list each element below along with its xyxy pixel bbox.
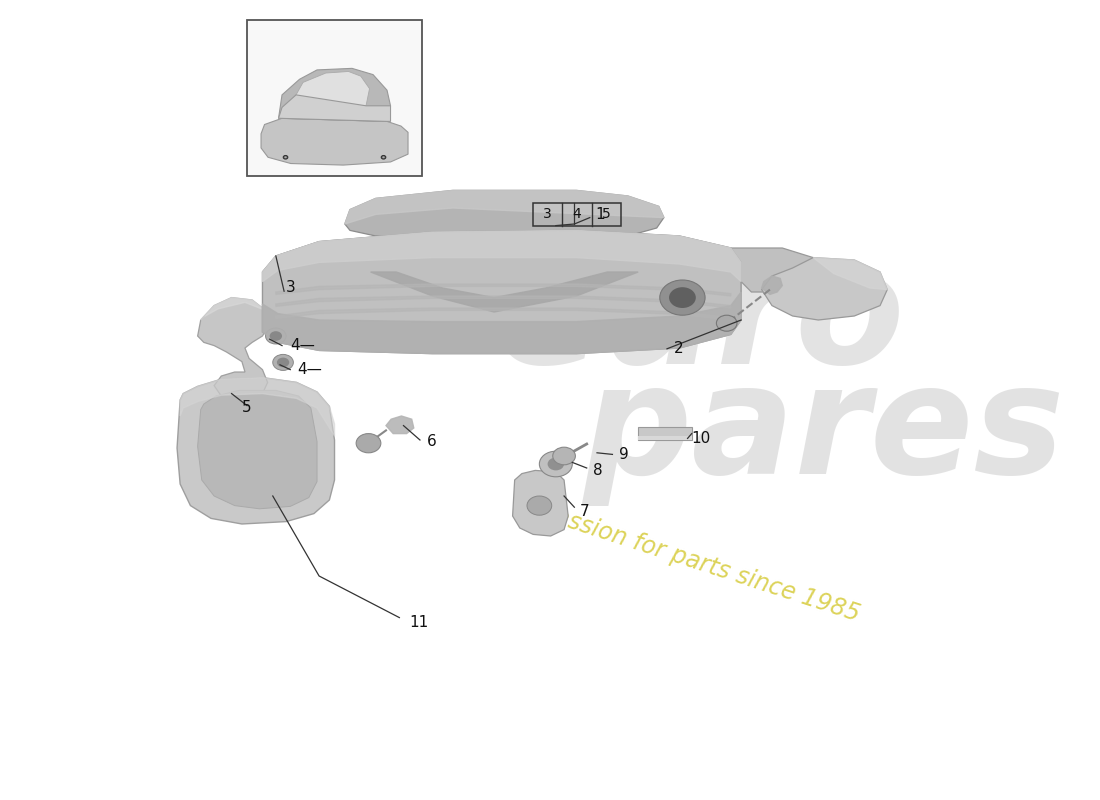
Circle shape: [383, 156, 385, 158]
Circle shape: [265, 328, 286, 344]
Polygon shape: [263, 292, 741, 354]
Circle shape: [270, 331, 282, 341]
Text: 5: 5: [602, 207, 610, 222]
Polygon shape: [263, 230, 741, 354]
Text: 3: 3: [286, 281, 296, 295]
Polygon shape: [386, 416, 414, 434]
Text: 1: 1: [595, 207, 605, 222]
Text: pares: pares: [582, 358, 1065, 506]
Circle shape: [548, 458, 564, 470]
Text: 6: 6: [427, 434, 437, 449]
Circle shape: [716, 315, 737, 331]
Circle shape: [527, 496, 552, 515]
Polygon shape: [276, 308, 730, 320]
Polygon shape: [813, 258, 888, 290]
Text: 4: 4: [573, 207, 581, 222]
Circle shape: [552, 447, 575, 465]
Bar: [534, 203, 620, 226]
Circle shape: [669, 287, 696, 308]
Polygon shape: [278, 68, 390, 122]
Text: 3: 3: [543, 207, 552, 222]
Text: a passion for parts since 1985: a passion for parts since 1985: [516, 494, 864, 626]
Text: 7: 7: [580, 505, 590, 519]
Polygon shape: [261, 118, 408, 165]
Circle shape: [277, 358, 289, 367]
Circle shape: [539, 451, 572, 477]
Bar: [248, 20, 422, 176]
Polygon shape: [761, 276, 782, 294]
Text: 4—: 4—: [297, 362, 322, 377]
Bar: [638, 436, 692, 440]
Polygon shape: [180, 378, 334, 436]
Circle shape: [660, 280, 705, 315]
Text: 9: 9: [618, 447, 628, 462]
Polygon shape: [730, 248, 824, 292]
Polygon shape: [263, 230, 741, 282]
Polygon shape: [344, 190, 664, 224]
Polygon shape: [198, 298, 270, 402]
Polygon shape: [513, 470, 569, 536]
Polygon shape: [198, 390, 317, 509]
Circle shape: [284, 155, 288, 159]
Text: 10: 10: [692, 431, 711, 446]
Polygon shape: [371, 272, 638, 312]
Polygon shape: [761, 258, 888, 320]
Text: 8: 8: [593, 463, 603, 478]
Circle shape: [356, 434, 381, 453]
Polygon shape: [296, 71, 370, 107]
Polygon shape: [344, 190, 664, 240]
Polygon shape: [276, 296, 730, 308]
Text: 5: 5: [242, 401, 252, 415]
Text: 11: 11: [409, 615, 429, 630]
Polygon shape: [278, 95, 390, 122]
Polygon shape: [200, 298, 265, 320]
Polygon shape: [276, 284, 730, 296]
Circle shape: [382, 155, 386, 159]
Polygon shape: [177, 378, 334, 524]
Bar: [638, 427, 692, 440]
Text: 2: 2: [674, 342, 684, 356]
Circle shape: [273, 354, 294, 370]
Polygon shape: [263, 230, 741, 282]
Text: euro: euro: [495, 242, 905, 398]
Circle shape: [284, 156, 287, 158]
Text: 4—: 4—: [290, 338, 315, 353]
